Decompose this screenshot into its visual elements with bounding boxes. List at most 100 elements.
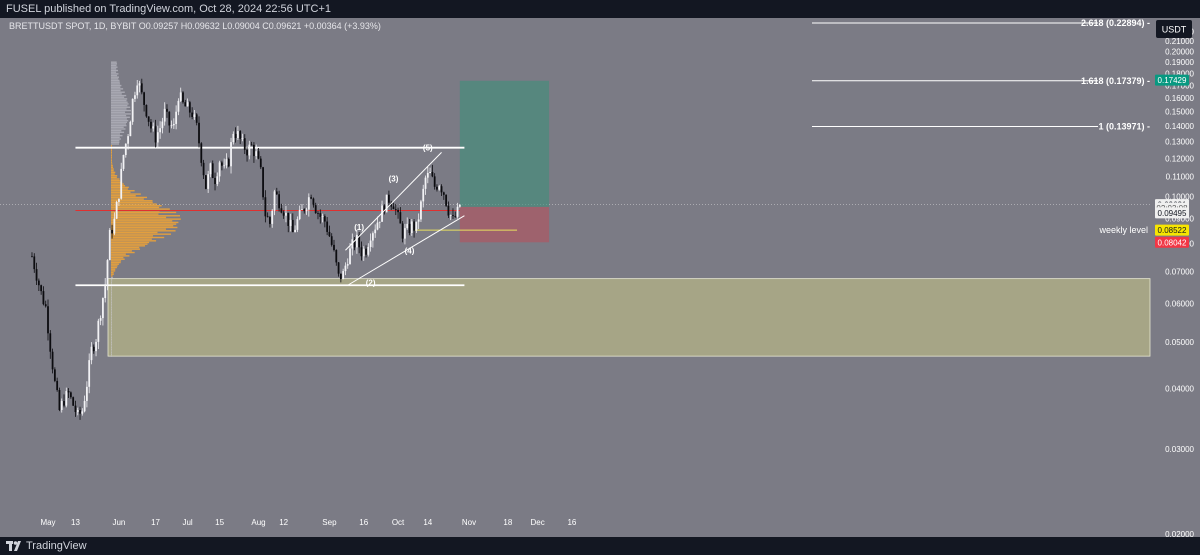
volume-profile-row	[111, 256, 124, 259]
volume-profile-row	[111, 326, 112, 329]
candle-body	[166, 108, 168, 112]
volume-profile-row	[111, 196, 148, 199]
candle-body	[259, 158, 262, 168]
level-label: weekly level	[1098, 225, 1148, 235]
volume-profile-row	[111, 233, 171, 235]
volume-profile-row	[111, 235, 153, 237]
y-tick-label: 0.05000	[1165, 338, 1194, 347]
candle-body	[136, 85, 139, 96]
brand-footer: TradingView	[0, 537, 1200, 555]
candle-body	[175, 111, 178, 124]
candle-body	[230, 142, 232, 167]
candle-body	[159, 128, 162, 133]
volume-profile-row	[111, 86, 121, 88]
price-tag-label: 0.08522	[1158, 226, 1187, 235]
volume-profile-row	[111, 250, 132, 252]
volume-profile-row	[111, 253, 126, 255]
candle-body	[88, 360, 91, 387]
x-tick-label: 16	[359, 518, 368, 527]
volume-profile-row	[111, 240, 157, 242]
candle-body	[232, 133, 235, 143]
candle-body	[150, 121, 152, 129]
candle-body	[397, 209, 399, 213]
volume-profile-row	[111, 186, 129, 189]
candle-body	[198, 122, 200, 144]
volume-profile-row	[111, 275, 113, 277]
x-tick-label: Oct	[392, 518, 405, 527]
volume-profile-row	[111, 69, 118, 72]
candle-body	[95, 341, 97, 352]
volume-profile-row	[111, 246, 140, 249]
volume-profile-row	[111, 151, 112, 154]
candle-body	[438, 186, 441, 190]
volume-profile-row	[111, 330, 112, 332]
volume-profile-row	[111, 143, 120, 145]
volume-profile-row	[111, 88, 124, 90]
volume-profile-row	[111, 230, 176, 232]
candle-body	[415, 221, 418, 231]
x-tick-label: Dec	[531, 518, 545, 527]
candle-body	[49, 333, 52, 352]
candle-body	[376, 222, 379, 230]
volume-profile-row	[111, 313, 112, 315]
candle-body	[333, 244, 335, 251]
candle-body	[134, 95, 136, 99]
currency-button-label[interactable]: USDT	[1162, 25, 1187, 35]
volume-profile-row	[111, 220, 173, 222]
volume-profile-row	[111, 183, 124, 185]
price-chart[interactable]: weekly level 2.618 (0.22894) - 1.618 (0.17…	[0, 18, 1200, 537]
volume-profile-row	[111, 303, 112, 305]
volume-profile-row	[111, 273, 114, 275]
candle-body	[202, 162, 205, 176]
candle-body	[454, 216, 457, 217]
volume-profile-row	[111, 178, 120, 180]
candle-body	[371, 233, 374, 241]
volume-profile-row	[111, 208, 170, 210]
candle-body	[76, 409, 79, 413]
volume-profile-row	[111, 340, 112, 342]
candle-body	[301, 209, 303, 210]
volume-profile-row	[111, 241, 150, 244]
volume-profile-row	[111, 248, 141, 250]
volume-profile-row	[111, 64, 117, 67]
candle-body	[90, 346, 93, 361]
candle-body	[273, 191, 276, 211]
candle-body	[44, 304, 47, 307]
y-tick-label: 0.07000	[1165, 267, 1194, 276]
candle-body	[323, 216, 326, 222]
candle-body	[399, 212, 402, 224]
candle-body	[310, 197, 313, 199]
y-tick-label: 0.19000	[1165, 58, 1194, 67]
levels: weekly level 2.618 (0.22894) - 1.618 (0.17…	[75, 18, 1150, 287]
candle-body	[79, 409, 81, 414]
y-tick-label: 0.04000	[1165, 385, 1194, 394]
volume-profile-row	[111, 66, 118, 68]
volume-profile-row	[111, 198, 144, 200]
fib-label: 1 (0.13971) -	[1098, 122, 1150, 132]
candle-body	[328, 231, 331, 237]
currency-button[interactable]: USDT	[1156, 20, 1192, 38]
volume-profile-row	[111, 126, 124, 128]
volume-profile-row	[111, 91, 125, 93]
volume-profile-row	[111, 119, 129, 122]
candle-body	[339, 273, 342, 280]
volume-profile-row	[111, 281, 112, 284]
candle-body	[47, 306, 49, 334]
candle-body	[204, 175, 207, 189]
y-tick-label: 0.21000	[1165, 37, 1194, 46]
publish-info: FUSEL published on TradingView.com, Oct …	[6, 3, 331, 15]
currency-button-bg[interactable]	[1156, 20, 1192, 38]
candle-body	[431, 172, 434, 177]
candle-body	[250, 144, 253, 146]
volume-profile-row	[111, 301, 112, 304]
volume-profile-row	[111, 139, 120, 142]
volume-profile-row	[111, 124, 127, 127]
wave-label: (5)	[423, 144, 433, 153]
price-tags: 0.174290.0962102:03:080.094950.085220.08…	[1155, 74, 1189, 248]
volume-profile-row	[111, 228, 166, 230]
volume-profile-row	[111, 149, 112, 152]
y-tick-label: 0.06000	[1165, 300, 1194, 309]
candle-body	[358, 234, 361, 248]
candle-body	[184, 102, 187, 107]
wave-label: (4)	[405, 246, 415, 255]
